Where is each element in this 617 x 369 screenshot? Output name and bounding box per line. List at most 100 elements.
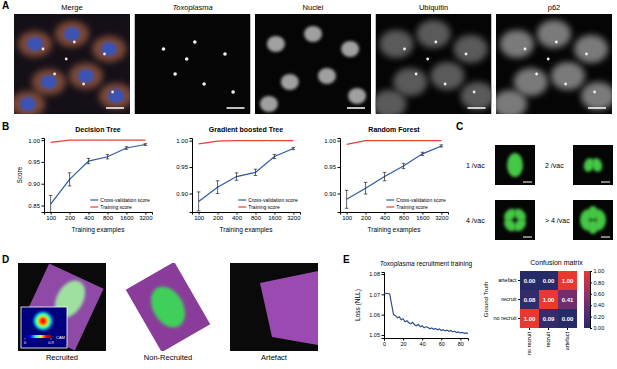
scale-bar [227, 107, 245, 109]
error-bar [402, 163, 406, 168]
tick: 800 [399, 212, 410, 221]
tick: 1600 [416, 212, 430, 221]
chart-title: Gradient boosted Tree [209, 126, 283, 133]
axis-line [190, 139, 193, 213]
image-label: Non-Recruited [144, 353, 192, 362]
cell [539, 290, 558, 309]
legend-label: Cross-validation score [100, 197, 150, 203]
cell [500, 30, 534, 58]
axis-title: Loss (NLL) [354, 289, 362, 321]
heatmap: Confusion matrix0.000.001.000.081.000.41… [483, 259, 604, 355]
tick-mark [422, 212, 423, 215]
x-axis: 10020040080016003200 [341, 212, 450, 221]
axis-line [42, 139, 45, 213]
error-bar [273, 154, 277, 158]
tick-mark [107, 212, 108, 215]
x-axis: 10020040080016003200 [45, 212, 154, 221]
spot [547, 58, 550, 61]
cell [430, 62, 464, 90]
tick-label: 100 [46, 215, 57, 221]
parasite [590, 157, 603, 173]
image-background [18, 263, 106, 351]
chart-title: Decision Tree [75, 126, 121, 133]
tick-label: 1.05 [369, 332, 380, 338]
tick-label: 1.00 [594, 268, 605, 274]
tick: 3200 [287, 212, 301, 221]
tick-mark [590, 328, 592, 329]
tick: 200 [361, 212, 372, 221]
vacuole-image: 4 /vac [466, 200, 535, 240]
tick-label: 100 [194, 215, 205, 221]
tick-label: 1.07 [369, 292, 380, 298]
image-title: Toxoplasma [172, 3, 212, 12]
spot [585, 53, 588, 56]
image-background [14, 14, 130, 114]
tick-mark [42, 205, 45, 206]
tick-label: 200 [65, 215, 76, 221]
legend-swatch [238, 206, 246, 207]
cell [558, 271, 577, 290]
axis-title: Score [16, 166, 23, 183]
spot [465, 53, 468, 56]
y-axis: 0.90 0.95 1.00 [176, 138, 192, 212]
scale-bar [523, 237, 532, 238]
tick: 40 [420, 338, 426, 347]
tick: 800 [251, 212, 262, 221]
spot [223, 52, 227, 56]
image-label: Recruited [46, 353, 78, 362]
tick: 100 [194, 212, 205, 221]
legend-swatch [238, 199, 246, 200]
tick-label: 0.80 [594, 280, 605, 286]
scale-bar [523, 182, 532, 183]
image-panel: Merge [11, 3, 133, 117]
nucleus [64, 27, 80, 41]
tick: artefact [564, 328, 570, 350]
tick-label: 1600 [268, 215, 282, 221]
tick: 0.90 [28, 181, 44, 187]
tick-mark [590, 294, 592, 295]
tick: recruit [501, 296, 520, 302]
tick-mark [382, 315, 385, 316]
tick-label: 400 [380, 215, 391, 221]
tick-label: 0.95 [176, 164, 188, 170]
tick: no recruit [526, 328, 532, 355]
tick-mark [382, 335, 385, 336]
tick-label: 0.90 [176, 191, 188, 197]
panel-letter: C [456, 121, 463, 132]
cell [558, 309, 577, 328]
tick-label: 1.00 [176, 138, 188, 144]
cell [520, 290, 539, 309]
spot [524, 48, 527, 51]
cell [581, 82, 612, 110]
tick: 0.95 [176, 164, 192, 170]
tick-label: 0.90 [28, 181, 40, 187]
spot [535, 73, 538, 76]
cell [55, 21, 89, 47]
legend-label: Training score [396, 204, 428, 210]
chart: Toxoplasma recruitment training1.051.061… [354, 260, 473, 347]
spot [53, 73, 56, 76]
axis-line [45, 213, 153, 215]
tick-label: recruit [501, 296, 517, 302]
error-bar [144, 144, 148, 146]
y-axis: 1.051.061.071.08 [369, 271, 384, 338]
error-bar [421, 152, 425, 155]
axis-line [385, 339, 469, 341]
tick-label: 800 [399, 215, 410, 221]
plot-area [384, 293, 468, 333]
tick-mark [199, 212, 200, 215]
image-background [573, 145, 613, 185]
error-bar [345, 190, 349, 208]
spot [82, 83, 85, 86]
chart-title: Random Forest [368, 126, 420, 133]
chart: Random Forest0.900.951.00100200400800160… [324, 126, 449, 234]
artefact-region [260, 271, 318, 345]
tick-mark [590, 271, 592, 272]
axis-title: Training examples [220, 226, 274, 234]
tick-mark [89, 212, 90, 215]
tick-mark [518, 280, 520, 281]
spot [202, 82, 206, 86]
tick-mark [70, 212, 71, 215]
error-bar [68, 173, 72, 186]
image [496, 14, 612, 114]
